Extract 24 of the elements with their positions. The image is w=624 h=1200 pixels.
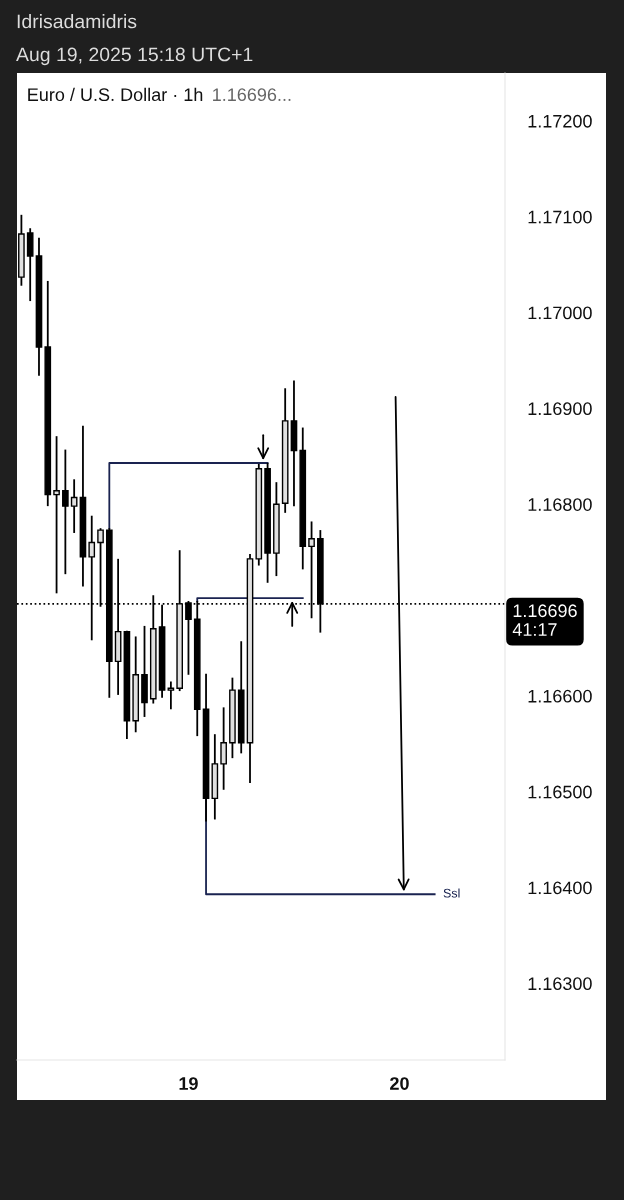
- text: Idrisadamidris: [17, 14, 137, 29]
- y-tick-label: 1.16900: [528, 402, 592, 416]
- y-tick-label: 1.16400: [528, 881, 592, 895]
- candlestick: [53, 435, 60, 595]
- y-tick-label: 1.17000: [528, 306, 592, 320]
- candlestick: [220, 706, 227, 791]
- text: 1.16696...: [213, 88, 291, 102]
- candlestick: [185, 600, 192, 676]
- y-tick-label: 1.16600: [528, 689, 592, 703]
- y-tick-label: 1.16500: [528, 785, 592, 799]
- candlestick: [26, 227, 34, 302]
- series-label: Ssl: [443, 888, 460, 898]
- x-tick-label: 19: [179, 1077, 198, 1090]
- y-tick-label: 1.16300: [528, 977, 592, 991]
- y-tick-label: 1.17100: [528, 210, 592, 224]
- y-tick-label: 1.16800: [528, 498, 592, 511]
- y-tick-label: 1.17200: [528, 114, 592, 128]
- candlestick: [62, 448, 69, 576]
- ref-line-label: 1.16696 41:17: [512, 604, 577, 636]
- text: Euro / U.S. Dollar · 1h: [28, 87, 203, 102]
- text: Aug 19, 2025 15:18 UTC+1: [16, 47, 253, 66]
- x-tick-label: 20: [390, 1077, 409, 1090]
- candlestick: [70, 478, 78, 534]
- candlestick: [167, 680, 175, 711]
